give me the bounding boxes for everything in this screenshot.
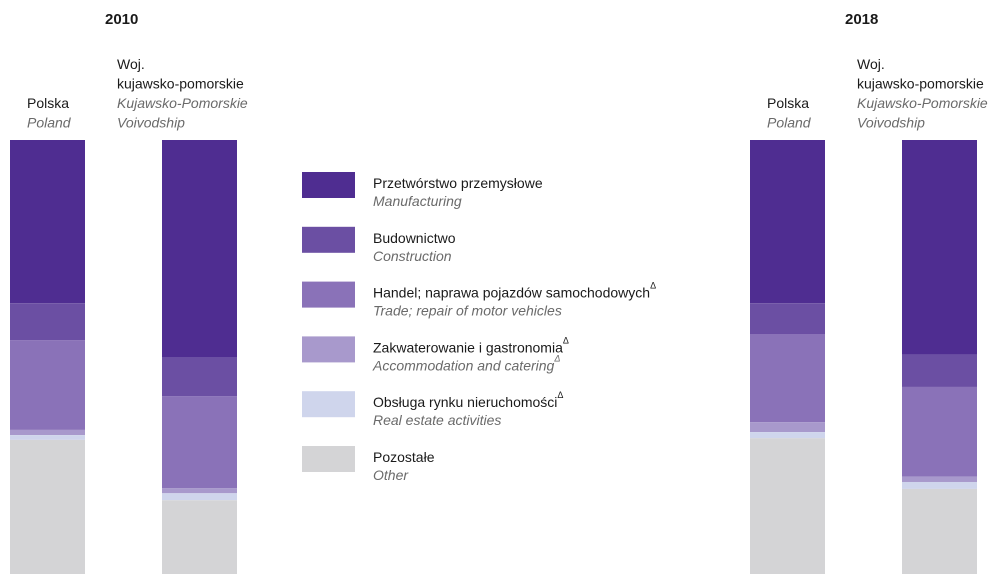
legend-label: Budownictwo — [373, 230, 456, 246]
legend-label: Pozostałe — [373, 449, 435, 465]
legend-name-en: Other — [373, 467, 409, 483]
legend-label-en: Accommodation and cateringΔ — [372, 354, 560, 373]
legend-name: Pozostałe — [373, 449, 435, 465]
legend-label-en: Construction — [373, 248, 452, 264]
bar-segment — [902, 481, 977, 489]
bar-segment — [10, 439, 85, 574]
bar-segment — [162, 357, 237, 397]
legend-sup: Δ — [563, 336, 569, 346]
category-label: kujawsko-pomorskie — [857, 76, 984, 92]
category-label-en: Voivodship — [117, 115, 185, 131]
legend-swatch — [302, 446, 355, 472]
category-label: Woj. — [857, 56, 885, 72]
bar-segment — [10, 140, 85, 304]
category-label: kujawsko-pomorskie — [117, 76, 244, 92]
legend-name: Zakwaterowanie i gastronomia — [373, 339, 563, 355]
bar-segment — [750, 432, 825, 439]
legend-name-en: Trade; repair of motor vehicles — [373, 302, 562, 318]
legend-name: Obsługa rynku nieruchomości — [373, 394, 557, 410]
panel-title: 2010 — [105, 11, 138, 28]
bar-segment — [902, 354, 977, 387]
legend-name: Przetwórstwo przemysłowe — [373, 175, 543, 191]
bar-segment — [750, 422, 825, 433]
legend-swatch — [302, 172, 355, 198]
bar-segment — [10, 340, 85, 430]
legend-name: Handel; naprawa pojazdów samochodowych — [373, 284, 650, 300]
bar-segment — [162, 396, 237, 489]
legend-label: Obsługa rynku nieruchomościΔ — [373, 391, 563, 410]
bar-segment — [750, 140, 825, 304]
legend-label-en: Manufacturing — [373, 193, 462, 209]
legend-label-en: Trade; repair of motor vehicles — [373, 302, 562, 318]
legend-sup-en: Δ — [553, 354, 560, 364]
panel-title: 2018 — [845, 11, 878, 28]
legend-label-en: Real estate activities — [373, 412, 501, 428]
legend-swatch — [302, 226, 355, 253]
bar-segment — [902, 476, 977, 482]
category-label: Polska — [767, 95, 809, 111]
category-label-en: Poland — [767, 115, 812, 131]
legend-name: Budownictwo — [373, 230, 456, 246]
bar-segment — [162, 493, 237, 501]
category-label-en: Poland — [27, 115, 72, 131]
legend-label: Przetwórstwo przemysłowe — [373, 175, 543, 191]
legend-label: Zakwaterowanie i gastronomiaΔ — [373, 336, 569, 355]
category-label-en: Kujawsko-Pomorskie — [117, 95, 248, 111]
legend-name-en: Accommodation and catering — [372, 357, 555, 373]
legend-swatch — [302, 391, 355, 418]
category-label: Polska — [27, 95, 69, 111]
bar-segment — [162, 140, 237, 357]
bar-segment — [902, 386, 977, 477]
legend-name-en: Manufacturing — [373, 193, 462, 209]
bar-segment — [902, 488, 977, 574]
legend-label-en: Other — [373, 467, 409, 483]
legend-name-en: Real estate activities — [373, 412, 501, 428]
legend-label: Handel; naprawa pojazdów samochodowychΔ — [373, 281, 656, 300]
bar-segment — [162, 500, 237, 574]
category-label-en: Kujawsko-Pomorskie — [857, 95, 988, 111]
legend-sup: Δ — [557, 391, 563, 401]
legend-swatch — [302, 336, 355, 363]
bar-segment — [750, 438, 825, 574]
legend-swatch — [302, 281, 355, 308]
bar-segment — [750, 303, 825, 334]
bar-segment — [10, 435, 85, 440]
bar-segment — [10, 303, 85, 341]
category-label: Woj. — [117, 56, 145, 72]
legend-name-en: Construction — [373, 248, 452, 264]
legend-sup: Δ — [650, 281, 656, 291]
bar-segment — [10, 429, 85, 436]
bar-segment — [902, 140, 977, 355]
category-label-en: Voivodship — [857, 115, 925, 131]
bar-segment — [162, 488, 237, 494]
bar-segment — [750, 333, 825, 423]
